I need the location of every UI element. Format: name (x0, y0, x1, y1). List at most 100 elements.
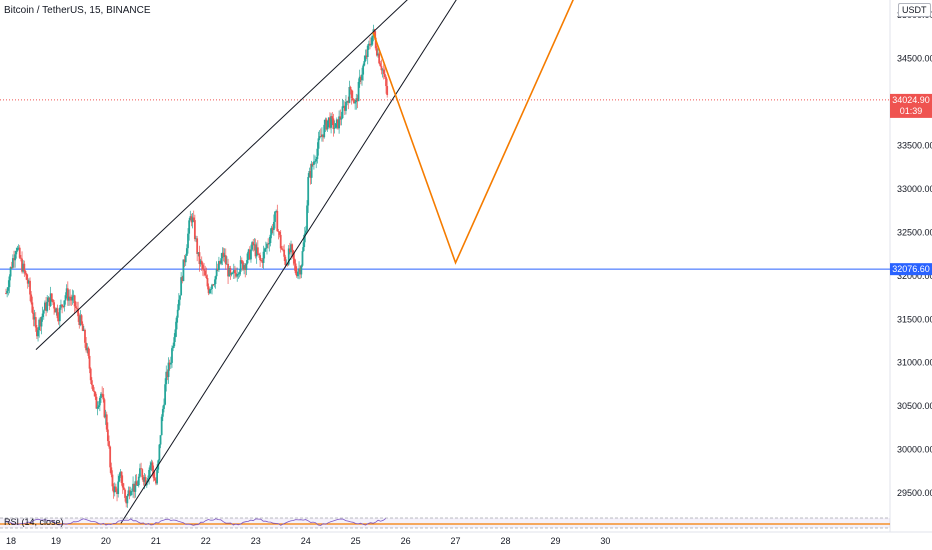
candle-body (338, 116, 341, 129)
x-tick-label: 30 (600, 536, 610, 546)
candle-body (215, 268, 218, 277)
candle-body (331, 116, 334, 119)
candle-body (343, 105, 346, 111)
candle-body (103, 399, 106, 418)
candle-body (262, 251, 265, 263)
candle-body (288, 248, 291, 253)
candle-body (147, 478, 149, 482)
candle-body (127, 490, 130, 496)
candle-body (250, 249, 252, 260)
candle-body (65, 288, 68, 296)
upper-wedge-line[interactable] (35, 0, 516, 351)
current-price-tag (890, 93, 932, 118)
candle-body (214, 276, 217, 284)
candle-body (158, 444, 161, 461)
candle-body (246, 253, 249, 264)
candle-body (379, 63, 382, 67)
candle-body (149, 465, 152, 470)
candle-body (165, 371, 168, 385)
candle-body (326, 120, 329, 130)
candle-body (151, 462, 154, 471)
candle-body (39, 319, 42, 327)
candle-body (69, 296, 72, 299)
candle-body (253, 244, 256, 246)
candle-body (6, 290, 9, 294)
candle-body (182, 259, 185, 282)
candle-body (76, 308, 78, 309)
candle-body (33, 317, 36, 320)
candle-body (251, 242, 254, 250)
candle-body (354, 102, 357, 104)
candle-body (23, 263, 26, 272)
candle-body (72, 295, 75, 297)
candle-body (87, 347, 90, 356)
candle-body (14, 254, 17, 261)
candle-body (38, 319, 41, 331)
candle-body (268, 243, 271, 245)
candle-body (10, 267, 13, 268)
candle-body (98, 397, 101, 406)
candle-body (5, 293, 7, 294)
candle-body (319, 136, 322, 137)
candle-body (277, 231, 280, 233)
candle-body (204, 270, 207, 276)
candle-body (223, 255, 226, 257)
candle-body (369, 43, 371, 46)
candle-body (298, 268, 300, 272)
candle-body (367, 43, 370, 46)
candle-body (330, 116, 332, 128)
candle-body (351, 98, 354, 101)
candle-body (355, 98, 358, 103)
candle-body (255, 247, 258, 257)
candle-body (296, 271, 299, 277)
candle-body (42, 310, 45, 314)
candle-body (271, 227, 274, 231)
candle-body (282, 249, 284, 251)
x-tick-label: 28 (500, 536, 510, 546)
candle-body (15, 250, 18, 255)
candle-body (231, 272, 234, 274)
candle-body (132, 483, 134, 491)
candle-body (196, 238, 199, 254)
candle-body (240, 260, 243, 262)
candle-body (211, 284, 213, 289)
candle-body (22, 263, 25, 272)
candle-body (228, 268, 231, 277)
candle-body (89, 368, 92, 381)
candle-body (242, 261, 244, 270)
x-tick-label: 26 (401, 536, 411, 546)
candle-body (100, 393, 102, 398)
candle-body (342, 105, 345, 107)
candle-body (118, 475, 121, 482)
candle-body (349, 87, 352, 90)
candle-body (206, 277, 209, 287)
candle-body (11, 258, 14, 268)
candle-body (373, 29, 376, 38)
candle-body (364, 55, 367, 62)
candle-body (68, 296, 70, 301)
candle-body (375, 48, 378, 56)
candle-body (238, 271, 241, 274)
candle-body (377, 53, 379, 56)
lower-wedge-line[interactable] (120, 0, 536, 524)
candle-body (226, 263, 228, 265)
candle-body (79, 315, 82, 325)
candle-body (290, 244, 292, 253)
projection-path[interactable] (372, 0, 770, 265)
currency-badge[interactable]: USDT (898, 3, 931, 17)
candle-body (96, 406, 99, 409)
candle-body (152, 470, 155, 479)
candle-body (78, 316, 81, 325)
candle-body (291, 244, 294, 251)
candle-body (168, 362, 171, 365)
candle-body (93, 390, 96, 392)
candle-body (218, 261, 220, 271)
candle-body (293, 258, 296, 264)
candle-body (294, 263, 297, 274)
candle-body (295, 273, 298, 277)
candle-body (52, 299, 54, 303)
candle-body (34, 317, 37, 328)
y-tick-label: 33500.00 (897, 141, 932, 151)
